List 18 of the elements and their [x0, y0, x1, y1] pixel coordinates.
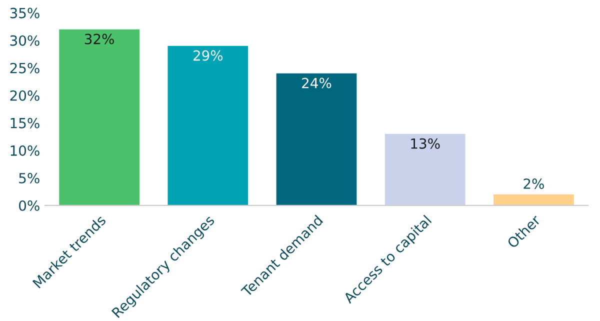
- y-tick-label: 15%: [10, 118, 40, 128]
- data-label: 24%: [302, 78, 332, 88]
- y-tick-label: 20%: [10, 90, 40, 101]
- bar: [168, 46, 248, 206]
- data-label: 29%: [193, 50, 223, 61]
- y-tick-label: 25%: [10, 62, 40, 74]
- bar: [276, 73, 357, 206]
- bar: [59, 29, 140, 206]
- y-tick-label: 10%: [10, 145, 40, 156]
- y-tick-label: 0%: [19, 200, 40, 211]
- y-tick-label: 5%: [19, 172, 40, 184]
- data-label: 2%: [524, 178, 544, 189]
- data-label: 13%: [411, 138, 440, 149]
- bar: [494, 194, 574, 206]
- bar: [384, 134, 466, 206]
- data-label: 32%: [84, 34, 114, 44]
- y-tick-label: 35%: [10, 8, 40, 18]
- y-tick-label: 30%: [10, 35, 40, 46]
